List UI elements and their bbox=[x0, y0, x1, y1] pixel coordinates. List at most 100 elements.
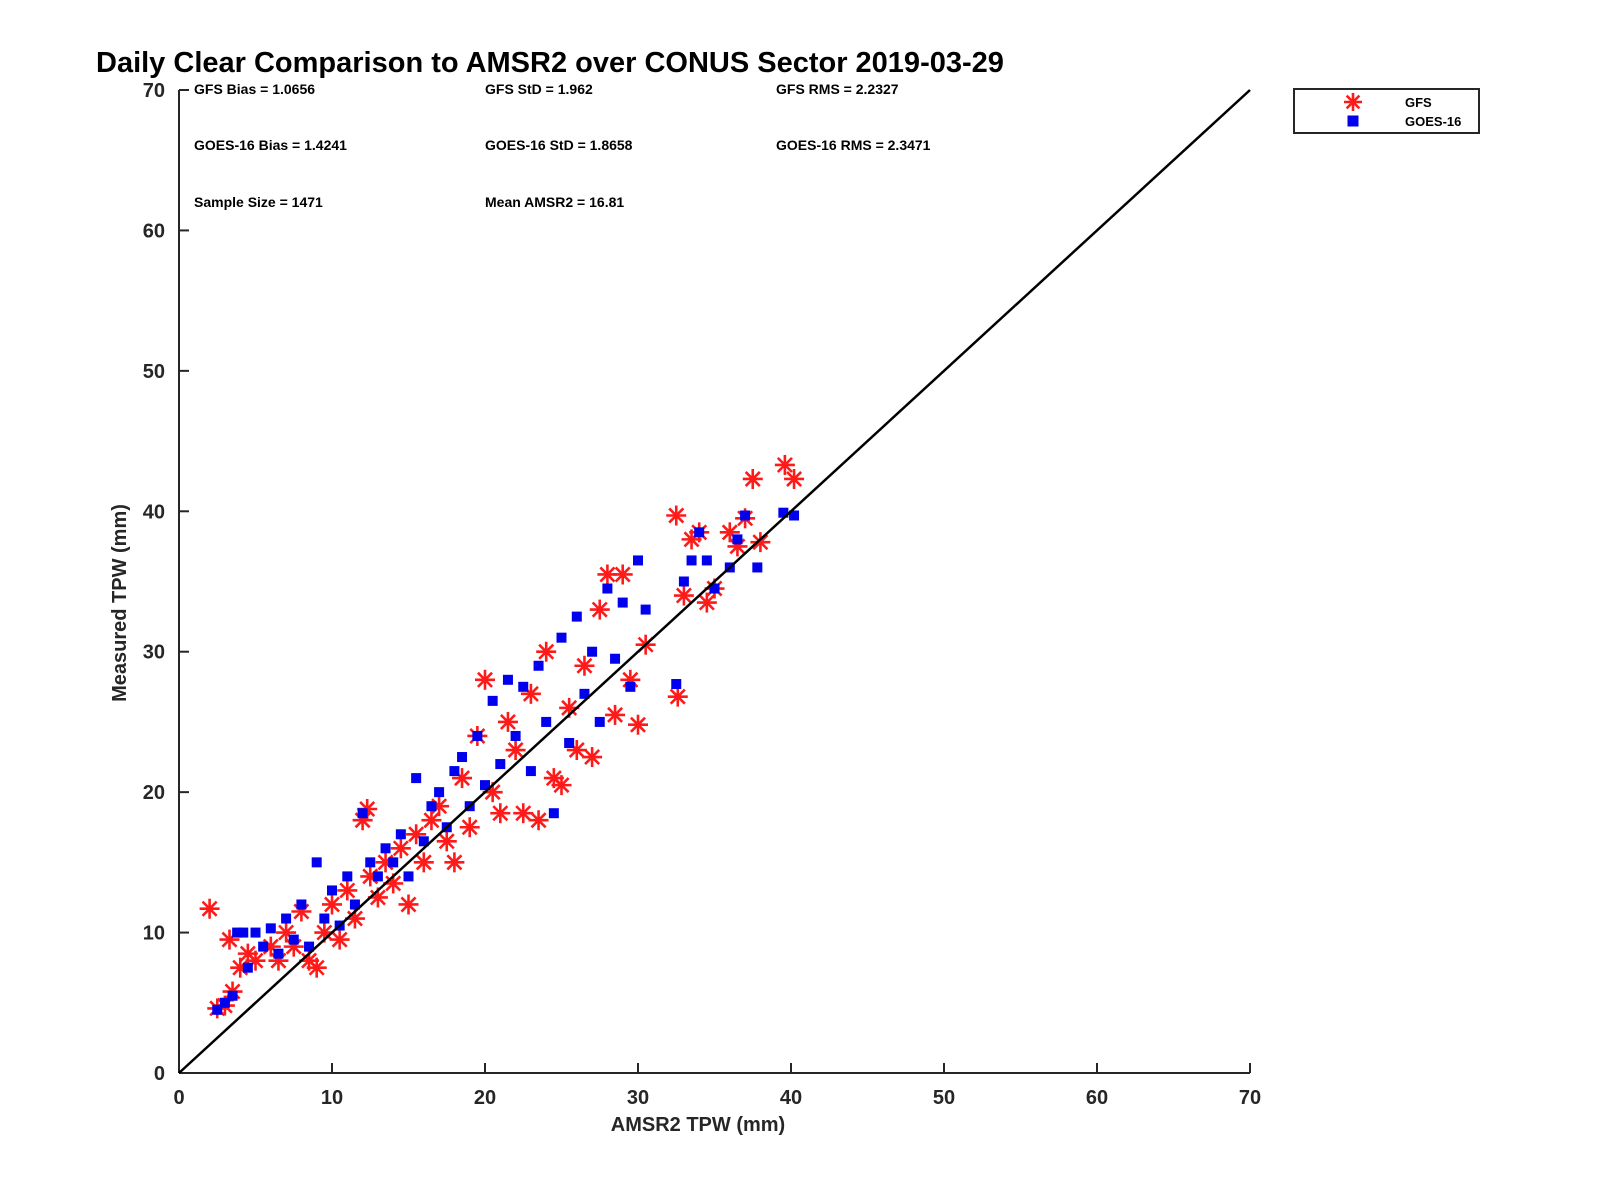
gfs-point bbox=[444, 852, 465, 873]
goes16-point bbox=[327, 885, 337, 896]
goes16-point bbox=[694, 527, 705, 538]
goes16-point bbox=[426, 801, 437, 812]
goes16-point bbox=[395, 829, 406, 840]
y-tick-label: 0 bbox=[154, 1063, 165, 1085]
reference-line-group bbox=[178, 89, 1251, 1074]
x-tick-label: 20 bbox=[474, 1087, 496, 1109]
gfs-point bbox=[413, 852, 434, 873]
gfs-point bbox=[513, 803, 534, 824]
goes16-point bbox=[533, 660, 544, 671]
y-axis-label: Measured TPW (mm) bbox=[109, 504, 131, 702]
gfs-point bbox=[497, 711, 518, 732]
y-tick-label: 40 bbox=[143, 501, 165, 523]
x-tick-label: 40 bbox=[780, 1087, 802, 1109]
y-tick-label: 50 bbox=[143, 361, 165, 383]
x-axis-label: AMSR2 TPW (mm) bbox=[611, 1114, 785, 1136]
goes16-point bbox=[752, 562, 763, 573]
goes16-point bbox=[288, 934, 299, 945]
chart-title: Daily Clear Comparison to AMSR2 over CON… bbox=[96, 47, 1004, 79]
x-tick-label: 30 bbox=[627, 1087, 649, 1109]
goes16-point bbox=[372, 871, 383, 882]
goes16-point bbox=[686, 555, 697, 566]
legend-gfs-marker bbox=[1344, 93, 1362, 111]
x-tick-label: 70 bbox=[1239, 1087, 1261, 1109]
gfs-point bbox=[199, 898, 220, 919]
goes16-point bbox=[357, 808, 368, 819]
goes16-point bbox=[594, 716, 605, 727]
gfs-point bbox=[436, 831, 457, 852]
gfs-point bbox=[673, 585, 694, 606]
x-tick-label: 50 bbox=[933, 1087, 955, 1109]
goes16-point bbox=[365, 857, 376, 868]
goes16-point bbox=[380, 843, 391, 854]
gfs-point bbox=[322, 894, 342, 915]
gfs-point bbox=[536, 641, 557, 662]
goes16-point bbox=[238, 927, 249, 938]
goes16-point bbox=[518, 681, 529, 692]
goes16-point bbox=[602, 583, 613, 594]
legend: GFS GOES-16 bbox=[1293, 88, 1480, 134]
goes16-point bbox=[789, 510, 800, 521]
stat-label: GFS RMS = 2.2327 bbox=[776, 81, 899, 97]
gfs-point bbox=[505, 740, 526, 761]
goes16-point bbox=[258, 941, 269, 952]
goes16-point bbox=[495, 759, 506, 770]
gfs-point bbox=[628, 714, 648, 735]
goes16-point bbox=[525, 766, 536, 777]
gfs-point bbox=[390, 838, 411, 859]
statistics-annotations: GFS Bias = 1.0656 GFS StD = 1.962 GFS RMS … bbox=[194, 81, 931, 210]
goes16-point bbox=[556, 632, 567, 643]
gfs-point bbox=[219, 929, 240, 950]
goes16-point bbox=[250, 927, 261, 938]
goes16-point bbox=[472, 730, 483, 741]
stat-label: Mean AMSR2 = 16.81 bbox=[485, 194, 624, 210]
stat-label: GOES-16 StD = 1.8658 bbox=[485, 137, 633, 153]
gfs-point bbox=[337, 880, 358, 901]
goes16-point bbox=[403, 871, 414, 882]
legend-gfs-label: GFS bbox=[1405, 95, 1432, 110]
x-tick-label: 0 bbox=[173, 1087, 184, 1109]
data-points bbox=[199, 454, 805, 1019]
goes16-point bbox=[564, 737, 575, 748]
goes16-point bbox=[510, 730, 521, 741]
x-tick-label: 10 bbox=[321, 1087, 343, 1109]
gfs-point bbox=[574, 655, 595, 676]
goes16-point bbox=[242, 962, 253, 973]
gfs-point bbox=[597, 564, 618, 585]
goes16-point bbox=[304, 941, 315, 952]
stat-label: GFS Bias = 1.0656 bbox=[194, 81, 315, 97]
gfs-point bbox=[589, 599, 610, 620]
legend-goes16-label: GOES-16 bbox=[1405, 114, 1461, 129]
gfs-point bbox=[475, 669, 495, 690]
goes16-point bbox=[296, 899, 307, 910]
goes16-point bbox=[587, 646, 598, 657]
gfs-point bbox=[719, 522, 740, 543]
goes16-point bbox=[487, 695, 498, 706]
goes16-point bbox=[319, 913, 330, 924]
y-tick-label: 10 bbox=[143, 923, 165, 945]
goes16-point bbox=[610, 653, 621, 664]
y-tick-label: 70 bbox=[143, 80, 165, 102]
goes16-point bbox=[633, 555, 643, 566]
gfs-point bbox=[696, 592, 717, 613]
legend-goes16-marker bbox=[1347, 115, 1359, 127]
goes16-point bbox=[541, 716, 552, 727]
goes16-point bbox=[265, 923, 276, 934]
goes16-point bbox=[388, 857, 399, 868]
goes16-point bbox=[678, 576, 689, 587]
goes16-point bbox=[434, 787, 445, 798]
y-tick-label: 30 bbox=[143, 642, 165, 664]
goes16-point bbox=[571, 611, 582, 622]
goes16-point bbox=[232, 927, 243, 938]
goes16-point bbox=[617, 597, 628, 608]
gfs-point bbox=[750, 532, 771, 553]
stat-label: GFS StD = 1.962 bbox=[485, 81, 593, 97]
goes16-point bbox=[219, 997, 230, 1008]
goes16-point bbox=[342, 871, 353, 882]
goes16-point bbox=[740, 510, 751, 521]
goes16-point bbox=[411, 773, 422, 784]
gfs-point bbox=[784, 468, 805, 489]
gfs-point bbox=[421, 810, 442, 831]
gfs-point bbox=[742, 468, 763, 489]
